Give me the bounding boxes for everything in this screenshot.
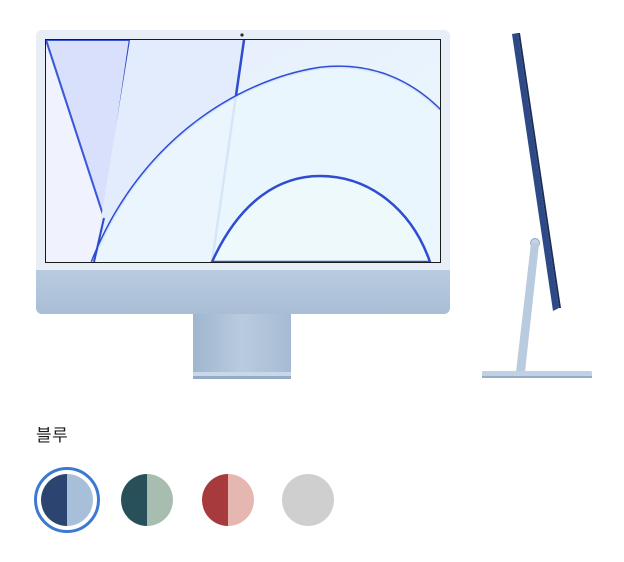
imac-side-image	[482, 33, 592, 378]
swatch-red-icon	[202, 474, 254, 526]
selected-color-name: 블루	[36, 426, 69, 446]
swatch-blue-icon	[41, 474, 93, 526]
swatch-silver[interactable]	[275, 467, 341, 533]
swatch-blue[interactable]	[34, 467, 100, 533]
swatch-silver-icon	[282, 474, 334, 526]
imac-front-image	[36, 30, 450, 379]
swatch-green[interactable]	[114, 467, 180, 533]
swatch-green-icon	[121, 474, 173, 526]
swatch-red[interactable]	[195, 467, 261, 533]
